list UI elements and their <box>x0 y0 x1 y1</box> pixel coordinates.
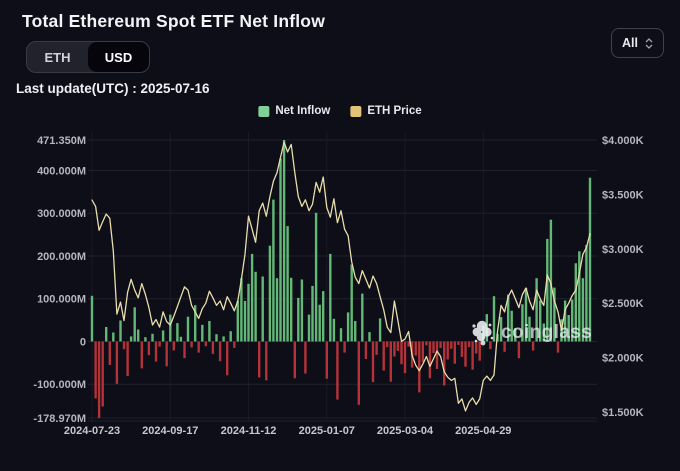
svg-text:$3.500K: $3.500K <box>602 189 644 201</box>
legend-item-eth-price[interactable]: ETH Price <box>350 105 422 117</box>
svg-text:100.000M: 100.000M <box>37 294 86 306</box>
svg-text:0: 0 <box>80 337 86 349</box>
svg-text:2024-11-12: 2024-11-12 <box>221 425 277 437</box>
toggle-eth-button[interactable]: ETH <box>44 49 71 65</box>
svg-text:400.000M: 400.000M <box>37 166 86 178</box>
svg-text:2025-01-07: 2025-01-07 <box>299 425 355 437</box>
svg-text:-178.970M: -178.970M <box>33 413 86 425</box>
x-axis-labels: 2024-07-23 2024-09-17 2024-11-12 2025-01-07… <box>64 425 512 437</box>
svg-text:$3.000K: $3.000K <box>602 244 644 256</box>
page-title: Total Ethereum Spot ETF Net Inflow <box>22 11 326 31</box>
coinglass-logo-icon <box>472 320 494 346</box>
svg-text:$1.500K: $1.500K <box>602 407 644 419</box>
svg-text:2025-04-29: 2025-04-29 <box>455 425 511 437</box>
svg-text:-100.000M: -100.000M <box>33 379 86 391</box>
legend-net-inflow-label: Net Inflow <box>275 105 331 117</box>
svg-text:2024-09-17: 2024-09-17 <box>142 425 198 437</box>
last-update-label: Last update(UTC) : 2025-07-16 <box>16 81 210 96</box>
inflow-bars[interactable] <box>90 140 592 418</box>
svg-text:200.000M: 200.000M <box>37 251 86 263</box>
svg-text:2025-03-04: 2025-03-04 <box>377 425 434 437</box>
select-spinner-icon <box>645 37 653 49</box>
y-axis-left-labels: 471.350M 400.000M 300.000M 200.000M 100.000M… <box>33 135 86 425</box>
coinglass-watermark-text: coinglass <box>501 322 593 343</box>
svg-text:300.000M: 300.000M <box>37 208 86 220</box>
chart-gridlines <box>88 132 597 422</box>
coinglass-watermark: coinglass <box>468 318 592 348</box>
eth-price-swatch-icon <box>350 105 362 117</box>
currency-toggle: ETH USD <box>26 41 150 73</box>
svg-text:$4.000K: $4.000K <box>602 135 644 147</box>
legend-item-net-inflow[interactable]: Net Inflow <box>258 105 330 117</box>
svg-text:$2.500K: $2.500K <box>602 298 644 310</box>
net-inflow-swatch-icon <box>258 105 270 117</box>
svg-text:$2.000K: $2.000K <box>602 353 644 365</box>
eth-price-line <box>91 141 591 412</box>
svg-text:2024-07-23: 2024-07-23 <box>64 425 120 437</box>
y-axis-right-labels: $4.000K $3.500K $3.000K $2.500K $2.000K $1.50… <box>602 135 644 419</box>
toggle-usd-button[interactable]: USD <box>88 42 149 72</box>
time-range-select[interactable]: All <box>611 28 664 58</box>
chart-legend: Net Inflow ETH Price <box>258 105 422 117</box>
legend-eth-price-label: ETH Price <box>367 105 422 117</box>
time-range-value: All <box>622 36 638 50</box>
svg-text:471.350M: 471.350M <box>37 135 86 147</box>
